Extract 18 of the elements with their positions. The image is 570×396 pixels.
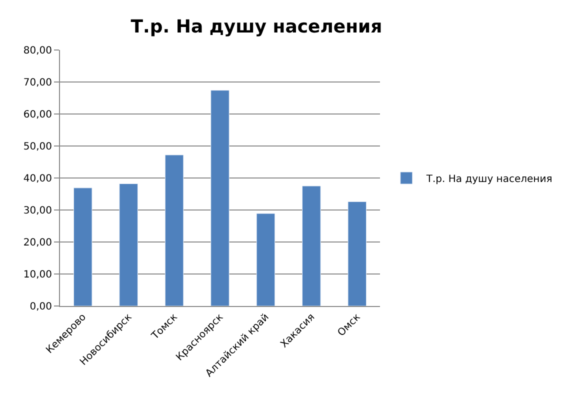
y-tick-label: 10,00 xyxy=(23,270,52,280)
y-tick-label: 40,00 xyxy=(23,174,52,184)
y-tick-label: 80,00 xyxy=(23,46,52,56)
legend-label: Т.р. На душу населения xyxy=(425,174,552,185)
y-tick-label: 60,00 xyxy=(23,110,52,120)
y-tick-label: 50,00 xyxy=(23,142,52,152)
chart-title: Т.р. На душу населения xyxy=(130,16,382,38)
bar xyxy=(119,184,138,306)
bar xyxy=(348,201,367,306)
bar xyxy=(73,188,92,306)
bar xyxy=(256,213,276,306)
y-tick-label: 0,00 xyxy=(30,302,52,312)
bar xyxy=(210,90,230,306)
bar xyxy=(164,154,184,306)
bar xyxy=(302,186,321,306)
y-tick-label: 20,00 xyxy=(23,238,52,248)
y-tick-label: 70,00 xyxy=(23,78,52,88)
y-tick-label: 30,00 xyxy=(23,206,52,216)
